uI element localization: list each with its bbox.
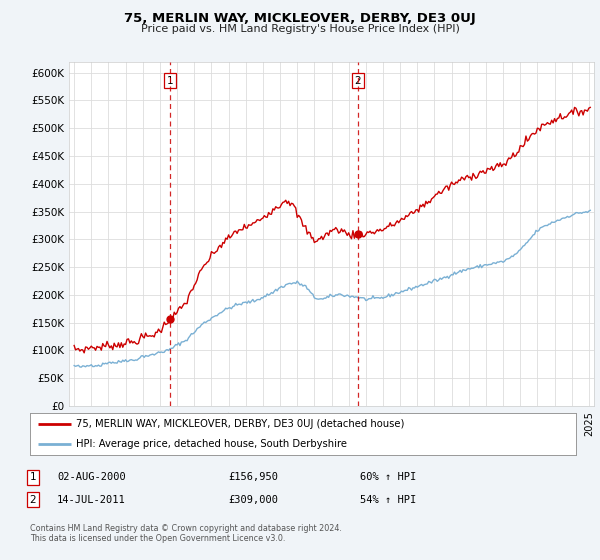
Text: 1: 1 <box>167 76 173 86</box>
Text: 54% ↑ HPI: 54% ↑ HPI <box>360 494 416 505</box>
Text: 14-JUL-2011: 14-JUL-2011 <box>57 494 126 505</box>
Text: 2: 2 <box>355 76 361 86</box>
Text: 02-AUG-2000: 02-AUG-2000 <box>57 472 126 482</box>
Text: £156,950: £156,950 <box>228 472 278 482</box>
Text: £309,000: £309,000 <box>228 494 278 505</box>
Text: 75, MERLIN WAY, MICKLEOVER, DERBY, DE3 0UJ: 75, MERLIN WAY, MICKLEOVER, DERBY, DE3 0… <box>124 12 476 25</box>
Text: Price paid vs. HM Land Registry's House Price Index (HPI): Price paid vs. HM Land Registry's House … <box>140 24 460 34</box>
Text: 2: 2 <box>29 494 37 505</box>
Text: 1: 1 <box>29 472 37 482</box>
Text: 60% ↑ HPI: 60% ↑ HPI <box>360 472 416 482</box>
Text: HPI: Average price, detached house, South Derbyshire: HPI: Average price, detached house, Sout… <box>76 439 347 449</box>
Text: 75, MERLIN WAY, MICKLEOVER, DERBY, DE3 0UJ (detached house): 75, MERLIN WAY, MICKLEOVER, DERBY, DE3 0… <box>76 419 405 430</box>
Text: Contains HM Land Registry data © Crown copyright and database right 2024.
This d: Contains HM Land Registry data © Crown c… <box>30 524 342 543</box>
